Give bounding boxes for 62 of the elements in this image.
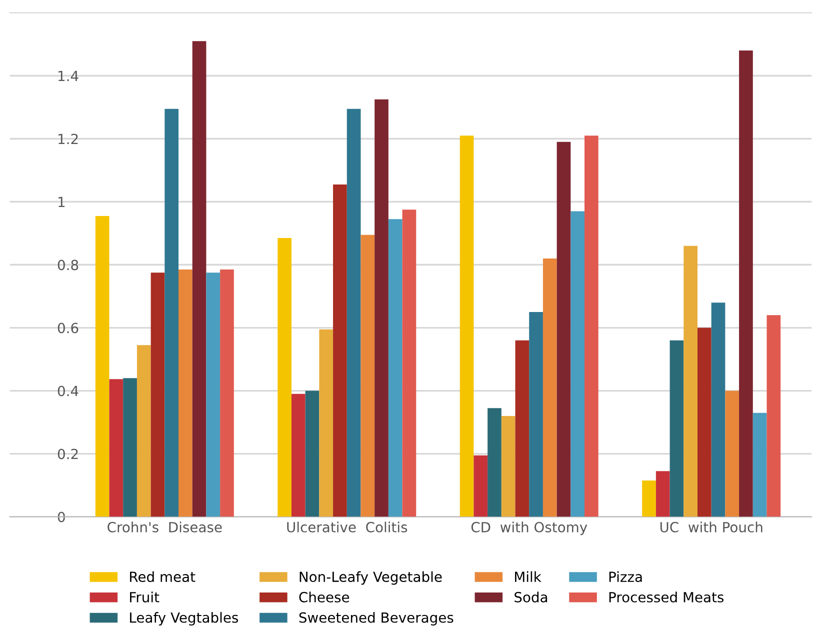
- bar: [109, 379, 124, 517]
- bar: [346, 108, 361, 517]
- bar: [556, 142, 571, 517]
- y-tick-label: 1.4: [58, 70, 78, 82]
- x-tick-label: CD with Ostomy: [471, 522, 588, 536]
- bar: [220, 269, 234, 517]
- y-tick-label: 0: [58, 512, 65, 522]
- bar: [136, 345, 151, 517]
- bar: [515, 340, 530, 517]
- bar: [95, 216, 110, 517]
- bar: [460, 136, 474, 517]
- legend-label: Sweetened Beverages: [299, 612, 454, 626]
- bar: [123, 378, 137, 517]
- legend-label: Soda: [514, 592, 548, 602]
- legend-label: Leafy Vegtables: [130, 612, 238, 626]
- legend-label: Fruit: [130, 592, 160, 602]
- bar: [684, 246, 698, 517]
- bar: [642, 480, 656, 517]
- y-tick-label: 1.2: [58, 134, 78, 144]
- bar: [164, 108, 179, 517]
- bar: [542, 258, 557, 517]
- legend-label: Cheese: [299, 592, 350, 602]
- legend-label: Pizza: [609, 571, 642, 582]
- bar: [766, 315, 781, 517]
- bar: [584, 136, 598, 517]
- bar: [319, 329, 334, 517]
- x-tick-label: UC with Pouch: [660, 522, 762, 532]
- legend-label: Processed Meats: [609, 592, 724, 602]
- bar: [697, 328, 712, 517]
- bar: [402, 210, 416, 517]
- bar: [192, 41, 206, 517]
- bar: [529, 312, 543, 517]
- legend-label: Milk: [515, 571, 542, 582]
- bar: [474, 455, 488, 517]
- bar: [333, 184, 347, 517]
- legend-label: Non-Leafy Vegetable: [300, 571, 442, 585]
- bar: [656, 471, 670, 517]
- bar: [670, 340, 684, 517]
- bar: [739, 50, 753, 517]
- bar: [752, 412, 767, 517]
- bar: [388, 219, 402, 517]
- bar: [360, 234, 375, 517]
- bar: [570, 211, 585, 517]
- bar: [488, 408, 502, 517]
- bar: [725, 390, 740, 517]
- x-tick-label: Crohn's Disease: [108, 522, 222, 532]
- bar: [206, 272, 220, 517]
- bar: [501, 416, 516, 517]
- y-tick-label: 1: [58, 196, 65, 208]
- bar: [291, 394, 306, 517]
- bar: [178, 269, 192, 517]
- y-tick-label: 0.4: [58, 386, 78, 396]
- bar: [305, 390, 320, 517]
- x-tick-label: Ulcerative Colitis: [287, 522, 408, 532]
- y-tick-label: 0.6: [58, 322, 78, 334]
- y-tick-label: 0.2: [58, 448, 78, 460]
- bar: [278, 238, 292, 517]
- bar: [150, 272, 165, 517]
- bar: [711, 302, 726, 517]
- legend-label: Red meat: [130, 571, 196, 582]
- bar: [374, 99, 388, 517]
- y-tick-label: 0.8: [58, 260, 78, 270]
